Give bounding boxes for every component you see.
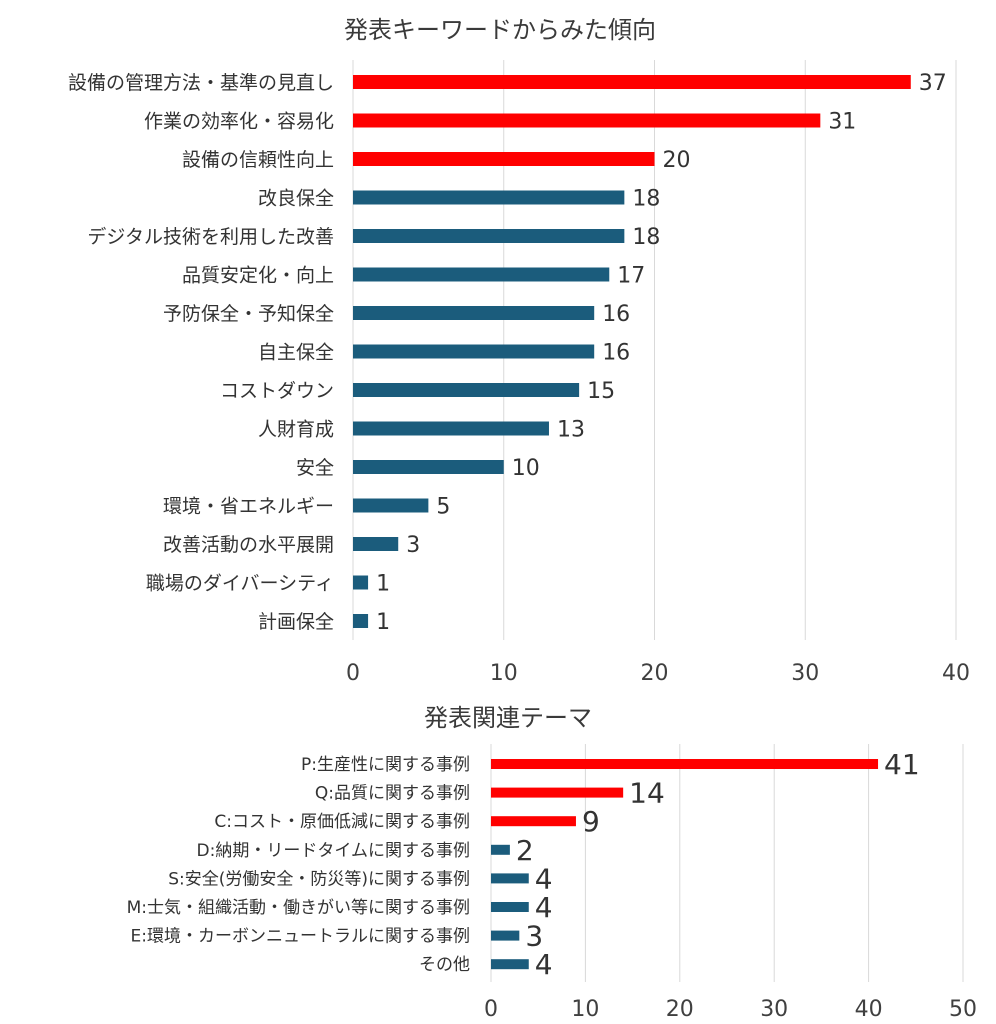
bar (353, 537, 399, 551)
bar (491, 930, 520, 941)
x-tick-label: 10 (490, 661, 518, 686)
category-label: D:納期・リードタイムに関する事例 (197, 841, 470, 861)
x-tick-label: 10 (571, 997, 599, 1022)
bar (353, 229, 625, 243)
category-label: 自主保全 (258, 342, 334, 364)
bar (353, 113, 821, 128)
category-label: S:安全(労働安全・防災等)に関する事例 (168, 869, 470, 889)
category-label: 人財育成 (258, 419, 334, 441)
bar (353, 575, 369, 590)
value-label: 18 (632, 225, 660, 250)
bar (353, 460, 504, 474)
category-label: デジタル技術を利用した改善 (87, 226, 334, 248)
value-label: 18 (632, 187, 660, 212)
chart-title-keywords: 発表キーワードからみた傾向 (344, 16, 656, 44)
bar (353, 344, 595, 359)
bar (491, 844, 510, 855)
value-label: 1 (376, 572, 390, 597)
category-label: 改良保全 (258, 188, 334, 210)
chart-title-themes: 発表関連テーマ (424, 704, 592, 732)
value-label: 2 (516, 834, 534, 867)
category-label: P:生産性に関する事例 (301, 755, 470, 775)
category-label: 作業の効率化・容易化 (144, 111, 334, 133)
category-label: 職場のダイバーシティ (146, 573, 334, 595)
value-label: 37 (919, 71, 947, 96)
bar (353, 383, 580, 397)
value-label: 9 (582, 805, 600, 838)
category-label: その他 (419, 955, 470, 975)
value-label: 4 (535, 862, 553, 895)
category-label: Q:品質に関する事例 (315, 784, 470, 804)
bar (491, 759, 879, 769)
x-tick-label: 20 (641, 661, 669, 686)
value-label: 31 (828, 110, 856, 135)
value-label: 17 (617, 264, 645, 289)
x-tick-label: 40 (942, 661, 970, 686)
value-label: 4 (535, 948, 553, 981)
category-label: M:士気・組織活動・働きがい等に関する事例 (127, 898, 470, 918)
value-label: 1 (376, 610, 390, 635)
bar (491, 816, 576, 827)
value-label: 10 (512, 456, 540, 481)
x-tick-label: 0 (484, 997, 498, 1022)
bar (353, 306, 595, 320)
category-label: 改善活動の水平展開 (163, 534, 334, 556)
bar (491, 959, 529, 970)
value-label: 13 (557, 418, 585, 443)
category-label: コストダウン (220, 380, 334, 402)
x-tick-label: 30 (760, 997, 788, 1022)
bar (491, 902, 529, 912)
bar (353, 75, 911, 89)
value-label: 3 (525, 920, 543, 953)
value-label: 4 (535, 891, 553, 924)
category-label: 計画保全 (258, 611, 334, 633)
value-label: 41 (884, 748, 920, 781)
x-tick-label: 50 (949, 997, 977, 1022)
bar (353, 152, 655, 166)
value-label: 15 (587, 379, 615, 404)
category-label: C:コスト・原価低減に関する事例 (214, 812, 470, 832)
x-tick-label: 30 (791, 661, 819, 686)
bar (491, 873, 529, 884)
x-tick-label: 0 (346, 661, 360, 686)
value-label: 14 (629, 777, 665, 810)
category-label: E:環境・カーボンニュートラルに関する事例 (131, 927, 470, 947)
category-label: 環境・省エネルギー (163, 496, 334, 518)
theme-chart: 0 10 20 30 40 50 P:生産性に関する事例 41 Q:品質に関する事例 14 C:コス… (127, 744, 977, 1022)
value-label: 16 (602, 302, 630, 327)
bar (353, 267, 610, 282)
category-label: 設備の信頼性向上 (182, 149, 334, 171)
bar (491, 787, 624, 798)
category-label: 品質安定化・向上 (182, 265, 334, 287)
bar (353, 190, 625, 205)
category-label: 予防保全・予知保全 (163, 303, 334, 325)
value-label: 5 (436, 495, 450, 520)
bar (353, 421, 549, 436)
value-label: 3 (406, 533, 420, 558)
category-label: 設備の管理方法・基準の見直し (68, 72, 334, 94)
x-tick-label: 20 (666, 997, 694, 1022)
value-label: 16 (602, 341, 630, 366)
bar (353, 498, 429, 513)
value-label: 20 (663, 148, 691, 173)
bar (353, 614, 369, 628)
category-label: 安全 (296, 457, 334, 479)
x-tick-label: 40 (855, 997, 883, 1022)
